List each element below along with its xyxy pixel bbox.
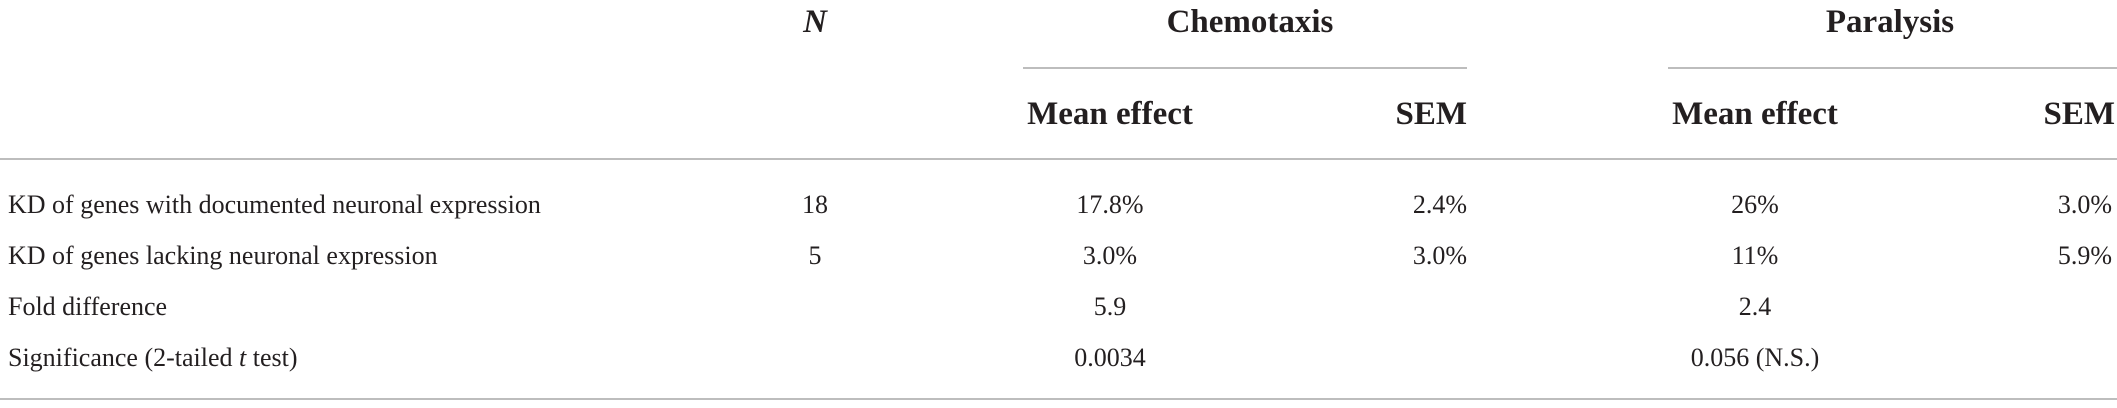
row-label: KD of genes with documented neuronal exp… — [8, 190, 541, 219]
row-n: 5 — [808, 241, 822, 270]
header-paralysis: Paralysis — [1825, 4, 1955, 40]
header-paralysis-sem: SEM — [2043, 96, 2115, 132]
row-chemotaxis-mean: 3.0% — [1082, 241, 1138, 270]
row-paralysis-mean: 26% — [1731, 190, 1779, 219]
row-chemotaxis-sem: 2.4% — [1412, 190, 1467, 219]
row-label: KD of genes lacking neuronal expression — [8, 241, 438, 270]
row-label-suffix: test) — [246, 343, 298, 372]
header-chemotaxis: Chemotaxis — [1166, 4, 1334, 40]
row-paralysis-sem: 5.9% — [2057, 241, 2112, 270]
row-chemotaxis-sem: 3.0% — [1412, 241, 1467, 270]
row-label: Fold difference — [8, 292, 168, 321]
row-paralysis-sem: 3.0% — [2057, 190, 2112, 219]
row-label-prefix: Significance (2-tailed — [8, 343, 240, 372]
table-bottom-rule — [0, 398, 2117, 400]
chemotaxis-spanner-rule — [1023, 67, 1467, 69]
paralysis-spanner-rule — [1668, 67, 2117, 69]
row-label: Significance (2-tailed t test) — [8, 342, 298, 374]
header-n: N — [803, 4, 827, 40]
row-paralysis-mean: 11% — [1731, 241, 1779, 270]
header-paralysis-mean-effect: Mean effect — [1672, 96, 1838, 132]
row-paralysis-value: 2.4 — [1738, 292, 1772, 321]
row-chemotaxis-value: 5.9 — [1093, 292, 1127, 321]
header-bottom-rule — [0, 158, 2117, 160]
row-paralysis-value: 0.056 (N.S.) — [1690, 343, 1820, 372]
row-chemotaxis-mean: 17.8% — [1076, 190, 1144, 219]
row-chemotaxis-value: 0.0034 — [1074, 343, 1146, 372]
row-n: 18 — [802, 190, 828, 219]
header-chemotaxis-sem: SEM — [1395, 96, 1467, 132]
row-label-italic: t — [239, 343, 247, 372]
header-chemotaxis-mean-effect: Mean effect — [1027, 96, 1193, 132]
